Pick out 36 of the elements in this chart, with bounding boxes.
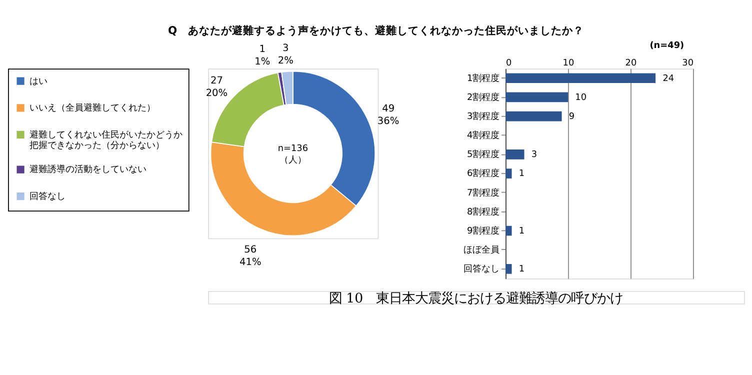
x-tick-label: 10 xyxy=(562,58,574,68)
data-label: 27 20% xyxy=(206,75,228,99)
chart-title: Q あなたが避難するよう声をかけても、避難してくれなかった住民がいましたか？ xyxy=(168,24,584,38)
y-tick-label: 8割程度 xyxy=(467,206,500,218)
data-label: 3 xyxy=(531,150,538,160)
data-label: 10 xyxy=(575,92,587,103)
caption: 図 10 東日本大震災における避難誘導の呼びかけ xyxy=(328,292,624,307)
y-tick-label: 1割程度 xyxy=(467,72,500,84)
data-label: 1 xyxy=(518,169,525,180)
data-label: 56 41% xyxy=(239,244,262,268)
y-tick-label: 回答なし xyxy=(464,264,500,275)
y-tick-label: 7割程度 xyxy=(467,187,500,198)
data-label: 1 xyxy=(518,264,525,275)
x-tick-label: 30 xyxy=(682,58,694,68)
data-label: 49 36% xyxy=(377,103,400,127)
data-label: 24 xyxy=(662,74,674,84)
y-tick-label: 3割程度 xyxy=(467,110,500,122)
y-tick-label: 2割程度 xyxy=(467,92,500,103)
legend-label: はい xyxy=(29,76,48,87)
data-label: 3 2% xyxy=(278,42,294,66)
y-tick-label: 4割程度 xyxy=(467,130,500,142)
y-tick-label: ほぼ全員 xyxy=(464,244,500,256)
legend-label: 回答なし xyxy=(29,190,66,202)
data-label: 1 xyxy=(518,226,525,236)
text: n=136 （人） xyxy=(278,144,308,166)
y-tick-label: 6割程度 xyxy=(467,168,500,180)
legend-label: いいえ（全員避難してくれた） xyxy=(29,102,156,114)
legend-label: 避難誘導の活動をしていない xyxy=(29,164,146,176)
data-label: 1 1% xyxy=(254,44,270,68)
text: (n=49) xyxy=(650,41,684,52)
y-tick-label: 5割程度 xyxy=(467,149,500,160)
x-tick-label: 20 xyxy=(625,58,637,68)
data-label: 9 xyxy=(568,112,575,122)
x-tick-label: 0 xyxy=(506,58,512,68)
legend-label: 避難してくれない住民がいたかどうか把握できなかった（分からない） xyxy=(29,129,182,152)
y-tick-label: 9割程度 xyxy=(467,225,500,236)
